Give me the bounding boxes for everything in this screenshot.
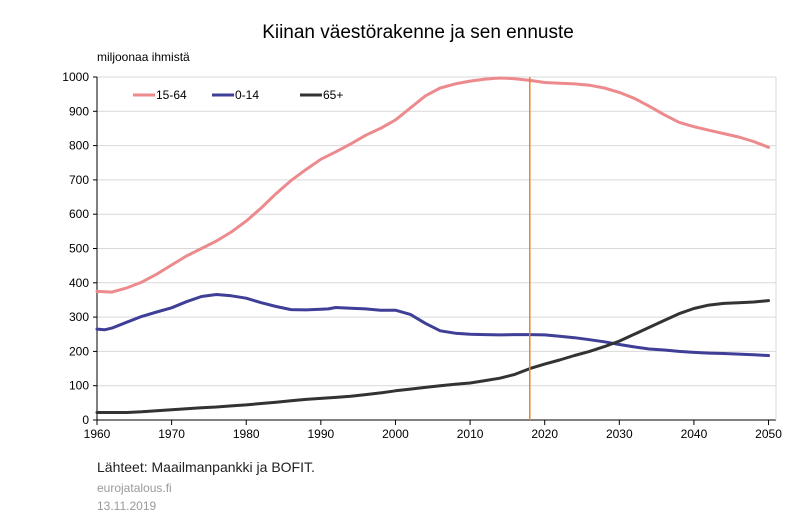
x-tick-label: 2050 — [755, 427, 782, 441]
y-tick-label: 1000 — [62, 70, 89, 84]
y-tick-label: 500 — [69, 242, 89, 256]
x-tick-label: 2030 — [606, 427, 633, 441]
series-lines — [95, 76, 770, 414]
x-tick-label: 2000 — [382, 427, 409, 441]
chart-title: Kiinan väestörakenne ja sen ennuste — [262, 22, 574, 43]
y-tick-label: 400 — [69, 276, 89, 290]
x-tick-label: 1970 — [158, 427, 185, 441]
y-tick-label: 200 — [69, 344, 89, 358]
series-line-0-14 — [95, 293, 770, 357]
x-tick-label: 1980 — [233, 427, 260, 441]
x-tick-label: 2020 — [531, 427, 558, 441]
y-tick-label: 700 — [69, 173, 89, 187]
y-tick-label: 0 — [82, 413, 89, 427]
legend: 15-64 0-14 65+ — [133, 88, 343, 102]
legend-label: 15-64 — [156, 88, 187, 102]
x-tick-label: 2040 — [681, 427, 708, 441]
y-tick-label: 600 — [69, 207, 89, 221]
y-tick-label: 100 — [69, 379, 89, 393]
y-tick-label: 900 — [69, 104, 89, 118]
x-axis-ticks: 1960 1970 1980 1990 2000 2010 2020 2030 2040 2050 — [84, 420, 782, 441]
x-tick-label: 1960 — [84, 427, 111, 441]
y-axis-ticks: 0 100 200 300 400 500 600 700 800 900 1000 — [62, 70, 97, 427]
series-line-65+ — [95, 299, 770, 414]
y-tick-label: 300 — [69, 310, 89, 324]
legend-label: 0-14 — [235, 88, 259, 102]
x-tick-label: 2010 — [457, 427, 484, 441]
series-line-15-64 — [95, 76, 770, 294]
x-tick-label: 1990 — [307, 427, 334, 441]
y-tick-label: 800 — [69, 139, 89, 153]
site-credit: eurojatalous.fi — [97, 481, 172, 495]
legend-label: 65+ — [323, 88, 343, 102]
source-note: Lähteet: Maailmanpankki ja BOFIT. — [97, 459, 315, 475]
y-axis-unit-label: miljoonaa ihmistä — [97, 50, 190, 64]
grid — [97, 76, 776, 387]
publish-date: 13.11.2019 — [97, 499, 157, 513]
